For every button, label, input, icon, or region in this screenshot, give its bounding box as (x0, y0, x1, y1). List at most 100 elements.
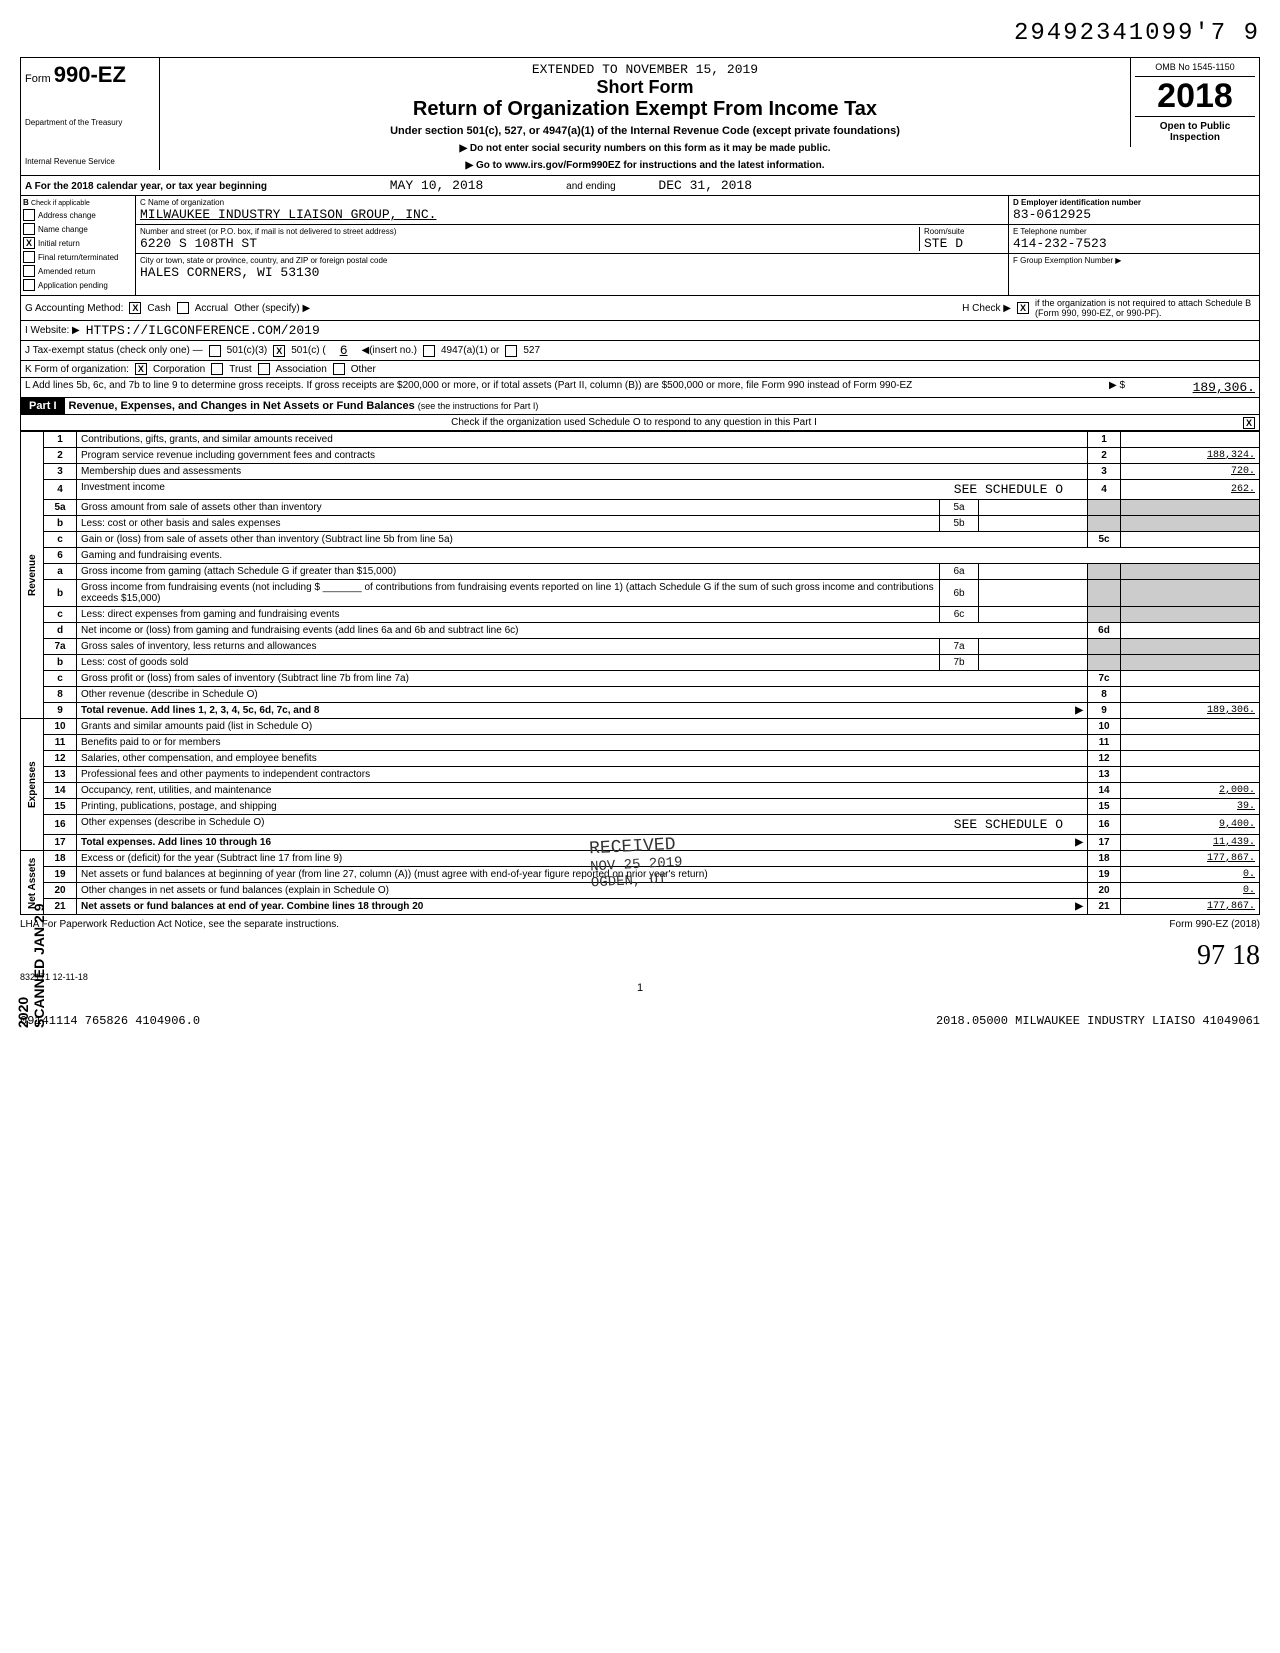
form-ref: Form 990-EZ (2018) (1169, 919, 1260, 930)
room-suite: STE D (924, 236, 1004, 251)
inner-num: 5a (940, 500, 979, 516)
line-desc: Excess or (deficit) for the year (Subtra… (77, 851, 1088, 867)
line-desc: Gross income from fundraising events (no… (77, 580, 940, 607)
amount (1121, 735, 1260, 751)
cash-checkbox[interactable]: X (129, 302, 141, 314)
right-num: 14 (1088, 783, 1121, 799)
b-check-5: Application pending (23, 279, 133, 291)
b-checkbox-2[interactable]: X (23, 237, 35, 249)
line-desc: Gross amount from sale of assets other t… (77, 500, 940, 516)
line-desc: Salaries, other compensation, and employ… (77, 751, 1088, 767)
assoc: Association (276, 364, 327, 375)
shaded (1121, 564, 1260, 580)
amount (1121, 719, 1260, 735)
website-label: I Website: ▶ (25, 325, 80, 336)
accrual-label: Accrual (195, 303, 228, 314)
line-15: 15Printing, publications, postage, and s… (21, 799, 1260, 815)
inner-amt (979, 607, 1088, 623)
amount: 9,400. (1121, 815, 1260, 835)
501c3-checkbox[interactable] (209, 345, 221, 357)
line-i: I Website: ▶ HTTPS://ILGCONFERENCE.COM/2… (20, 321, 1260, 341)
dept-treasury: Department of the Treasury (25, 118, 155, 127)
line-5a: 5aGross amount from sale of assets other… (21, 500, 1260, 516)
line-desc: Contributions, gifts, grants, and simila… (77, 432, 1088, 448)
line-desc: Total expenses. Add lines 10 through 16 … (77, 835, 1088, 851)
line-d: dNet income or (loss) from gaming and fu… (21, 623, 1260, 639)
l-text: L Add lines 5b, 6c, and 7b to line 9 to … (25, 380, 1109, 395)
right-num: 6d (1088, 623, 1121, 639)
col-b-sub: Check if applicable (31, 200, 90, 207)
inner-num: 6b (940, 580, 979, 607)
website-instruction: ▶ Go to www.irs.gov/Form990EZ for instru… (164, 160, 1126, 171)
inner-amt (979, 639, 1088, 655)
tax-year: 2018 (1135, 77, 1255, 116)
amount (1121, 671, 1260, 687)
line-num: 1 (44, 432, 77, 448)
inner-amt (979, 580, 1088, 607)
b-checkbox-0[interactable] (23, 209, 35, 221)
4947-checkbox[interactable] (423, 345, 435, 357)
527-checkbox[interactable] (505, 345, 517, 357)
h-checkbox[interactable]: X (1017, 302, 1029, 314)
trust-checkbox[interactable] (211, 363, 223, 375)
line-desc: Benefits paid to or for members (77, 735, 1088, 751)
right-num: 15 (1088, 799, 1121, 815)
amount: 189,306. (1121, 703, 1260, 719)
right-num: 8 (1088, 687, 1121, 703)
line-num: 16 (44, 815, 77, 835)
501c-insert: 6 (332, 343, 356, 358)
b-checkbox-5[interactable] (23, 279, 35, 291)
b-checkbox-3[interactable] (23, 251, 35, 263)
line-num: 5a (44, 500, 77, 516)
bottom-left: 09141114 765826 4104906.0 (20, 1014, 200, 1028)
501c: 501(c) ( (291, 345, 325, 356)
b-checkbox-4[interactable] (23, 265, 35, 277)
amount: 11,439. (1121, 835, 1260, 851)
part1-title-text: Revenue, Expenses, and Changes in Net As… (69, 400, 415, 412)
l-arrow: ▶ $ (1109, 380, 1125, 395)
right-num: 18 (1088, 851, 1121, 867)
schedule-o-checkbox[interactable]: X (1243, 417, 1255, 429)
line-num: c (44, 607, 77, 623)
schedule-o-check-line: Check if the organization used Schedule … (20, 415, 1260, 431)
form-header: Form 990-EZ Department of the Treasury I… (20, 57, 1260, 176)
line-g: G Accounting Method: X Cash Accrual Othe… (20, 296, 1260, 321)
shaded (1121, 607, 1260, 623)
line-desc: Net assets or fund balances at beginning… (77, 867, 1088, 883)
line-b: bGross income from fundraising events (n… (21, 580, 1260, 607)
omb-number: OMB No 1545-1150 (1135, 62, 1255, 77)
other-org: Other (351, 364, 376, 375)
corp-checkbox[interactable]: X (135, 363, 147, 375)
line-6: 6Gaming and fundraising events. (21, 548, 1260, 564)
amount (1121, 532, 1260, 548)
b-check-4: Amended return (23, 265, 133, 277)
b-label-2: Initial return (38, 239, 80, 248)
accrual-checkbox[interactable] (177, 302, 189, 314)
city-state-zip: HALES CORNERS, WI 53130 (140, 265, 1004, 280)
line-a: aGross income from gaming (attach Schedu… (21, 564, 1260, 580)
line-12: 12Salaries, other compensation, and empl… (21, 751, 1260, 767)
document-id: 29492341099'7 9 (20, 20, 1260, 47)
part1-label: Part I (21, 398, 65, 414)
h-text: if the organization is not required to a… (1035, 298, 1255, 318)
line-num: 15 (44, 799, 77, 815)
line-num: b (44, 516, 77, 532)
room-label: Room/suite (924, 227, 1004, 236)
right-num: 7c (1088, 671, 1121, 687)
b-label-0: Address change (38, 211, 96, 220)
line-b: bLess: cost of goods sold7b (21, 655, 1260, 671)
cash-label: Cash (147, 303, 170, 314)
line-k: K Form of organization: X Corporation Tr… (20, 361, 1260, 378)
phone: 414-232-7523 (1013, 236, 1255, 251)
501c-checkbox[interactable]: X (273, 345, 285, 357)
b-checkbox-1[interactable] (23, 223, 35, 235)
assoc-checkbox[interactable] (258, 363, 270, 375)
line-8: 8Other revenue (describe in Schedule O)8 (21, 687, 1260, 703)
right-num: 3 (1088, 464, 1121, 480)
other-checkbox[interactable] (333, 363, 345, 375)
shaded (1088, 516, 1121, 532)
gross-receipts: 189,306. (1125, 380, 1255, 395)
right-num: 16 (1088, 815, 1121, 835)
527: 527 (523, 345, 540, 356)
inner-num: 6a (940, 564, 979, 580)
